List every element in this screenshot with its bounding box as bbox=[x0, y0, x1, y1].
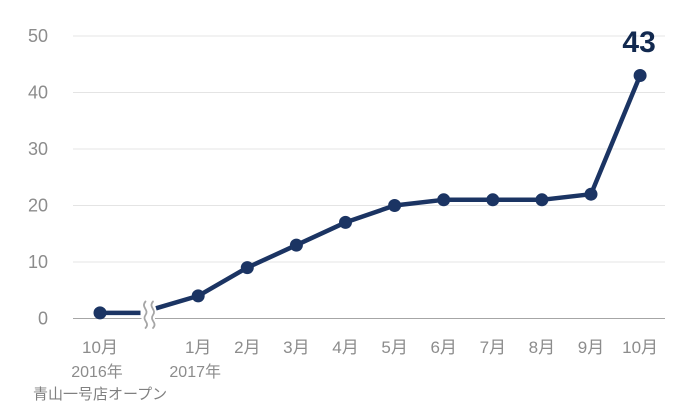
x-axis-month-label: 8月 bbox=[529, 338, 555, 357]
final-value-label: 43 bbox=[622, 26, 655, 59]
y-axis-tick-label: 30 bbox=[28, 139, 48, 159]
x-axis-year-label: 2017年 bbox=[169, 363, 221, 381]
data-point-marker bbox=[633, 69, 647, 82]
x-axis-month-label: 7月 bbox=[480, 338, 506, 357]
data-point-marker bbox=[584, 187, 598, 201]
data-point-marker bbox=[339, 215, 352, 229]
y-axis-tick-label: 0 bbox=[38, 309, 48, 329]
data-point-marker bbox=[437, 193, 451, 207]
axis-break-icon bbox=[143, 300, 148, 329]
x-axis-month-label: 5月 bbox=[381, 338, 407, 357]
x-axis-month-label: 10月 bbox=[82, 338, 118, 357]
y-axis-tick-label: 40 bbox=[28, 83, 48, 103]
series-line bbox=[100, 74, 643, 316]
data-point-marker bbox=[486, 193, 500, 207]
y-axis-tick-label: 10 bbox=[28, 252, 48, 272]
data-point-marker bbox=[388, 199, 402, 212]
axis-break-icon bbox=[150, 300, 156, 329]
x-axis-month-label: 6月 bbox=[430, 338, 456, 357]
x-axis-year-label: 2016年 bbox=[71, 363, 123, 381]
data-point-marker bbox=[191, 289, 205, 303]
data-point-marker bbox=[93, 306, 107, 320]
y-axis-tick-label: 50 bbox=[28, 26, 48, 46]
data-point-marker bbox=[289, 238, 303, 252]
store-open-annotation: 青山一号店オープン bbox=[33, 386, 168, 403]
x-axis-month-label: 9月 bbox=[578, 338, 604, 357]
x-axis-month-label: 3月 bbox=[283, 338, 309, 357]
x-axis-month-label: 1月 bbox=[185, 338, 211, 357]
y-axis-tick-label: 20 bbox=[28, 196, 48, 216]
data-point-marker bbox=[240, 261, 254, 275]
x-axis-month-label: 2月 bbox=[234, 338, 260, 357]
data-point-marker bbox=[535, 193, 549, 207]
x-axis-month-label: 4月 bbox=[332, 338, 358, 357]
x-axis-month-label: 10月 bbox=[622, 338, 658, 357]
